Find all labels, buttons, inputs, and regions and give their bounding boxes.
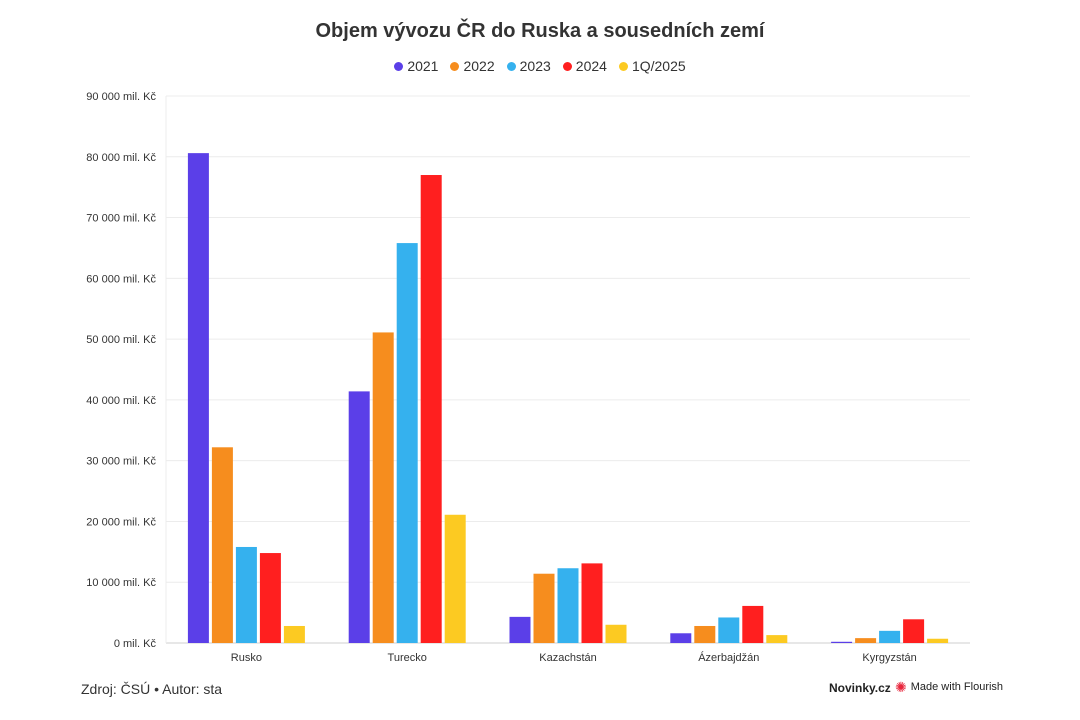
bar[interactable] — [533, 573, 555, 643]
bar[interactable] — [259, 553, 281, 643]
source-credit: Zdroj: ČSÚ • Autor: sta — [81, 681, 223, 697]
bar[interactable] — [396, 243, 418, 644]
y-tick-label: 70 000 mil. Kč — [86, 213, 156, 225]
legend-item[interactable]: 2023 — [506, 58, 551, 74]
legend-label: 2023 — [519, 58, 551, 74]
x-tick-label: Kyrgyzstán — [862, 652, 916, 664]
bar[interactable] — [372, 332, 394, 643]
bar[interactable] — [766, 635, 788, 643]
y-tick-label: 60 000 mil. Kč — [86, 273, 156, 285]
flourish-burst-icon: ✺ — [895, 679, 907, 695]
chart-legend: 2021 2022 2023 2024 1Q/2025 — [0, 58, 1080, 74]
x-tick-label: Rusko — [231, 652, 262, 664]
bar[interactable] — [903, 619, 925, 643]
bar[interactable] — [742, 605, 764, 643]
bar[interactable] — [348, 391, 370, 643]
chart-title: Objem vývozu ČR do Ruska a sousedních ze… — [315, 20, 765, 42]
bar[interactable] — [831, 641, 853, 643]
legend-item[interactable]: 1Q/2025 — [618, 58, 686, 74]
bar[interactable] — [509, 616, 531, 643]
legend-swatch — [394, 61, 404, 71]
legend-label: 2024 — [575, 58, 607, 74]
x-tick-label: Ázerbajdžán — [698, 651, 759, 664]
made-with-flourish-link[interactable]: ✺ Made with Flourish — [895, 680, 1003, 694]
bar[interactable] — [187, 153, 209, 643]
y-tick-label: 80 000 mil. Kč — [86, 152, 156, 164]
bar[interactable] — [444, 514, 466, 643]
legend-swatch — [618, 61, 628, 71]
bar[interactable] — [211, 447, 233, 643]
bar[interactable] — [420, 175, 442, 643]
bar[interactable] — [855, 638, 877, 643]
y-tick-label: 0 mil. Kč — [114, 638, 157, 650]
bar[interactable] — [670, 633, 692, 643]
legend-item[interactable]: 2024 — [562, 58, 607, 74]
bar[interactable] — [283, 625, 305, 643]
legend-label: 1Q/2025 — [631, 58, 686, 74]
bar[interactable] — [718, 617, 740, 643]
flourish-label: Made with Flourish — [910, 681, 1004, 693]
legend-swatch — [562, 61, 572, 71]
legend-swatch — [450, 61, 460, 71]
bar[interactable] — [557, 568, 579, 643]
legend-item[interactable]: 2022 — [450, 58, 495, 74]
legend-label: 2021 — [407, 58, 439, 74]
x-tick-label: Kazachstán — [539, 652, 596, 664]
bar[interactable] — [605, 624, 627, 643]
bar[interactable] — [927, 638, 949, 643]
legend-swatch — [506, 61, 516, 71]
bar[interactable] — [879, 630, 901, 643]
y-tick-label: 30 000 mil. Kč — [86, 456, 156, 468]
bar[interactable] — [581, 563, 603, 643]
y-tick-label: 10 000 mil. Kč — [86, 577, 156, 589]
bar[interactable] — [235, 546, 257, 643]
y-tick-label: 50 000 mil. Kč — [86, 334, 156, 346]
bar[interactable] — [694, 625, 716, 643]
y-tick-label: 40 000 mil. Kč — [86, 395, 156, 407]
legend-item[interactable]: 2021 — [394, 58, 438, 74]
y-tick-label: 20 000 mil. Kč — [86, 516, 156, 528]
x-tick-label: Turecko — [388, 652, 427, 664]
y-tick-label: 90 000 mil. Kč — [86, 91, 156, 103]
legend-label: 2022 — [463, 58, 495, 74]
brand-link[interactable]: Novinky.cz — [829, 681, 891, 695]
